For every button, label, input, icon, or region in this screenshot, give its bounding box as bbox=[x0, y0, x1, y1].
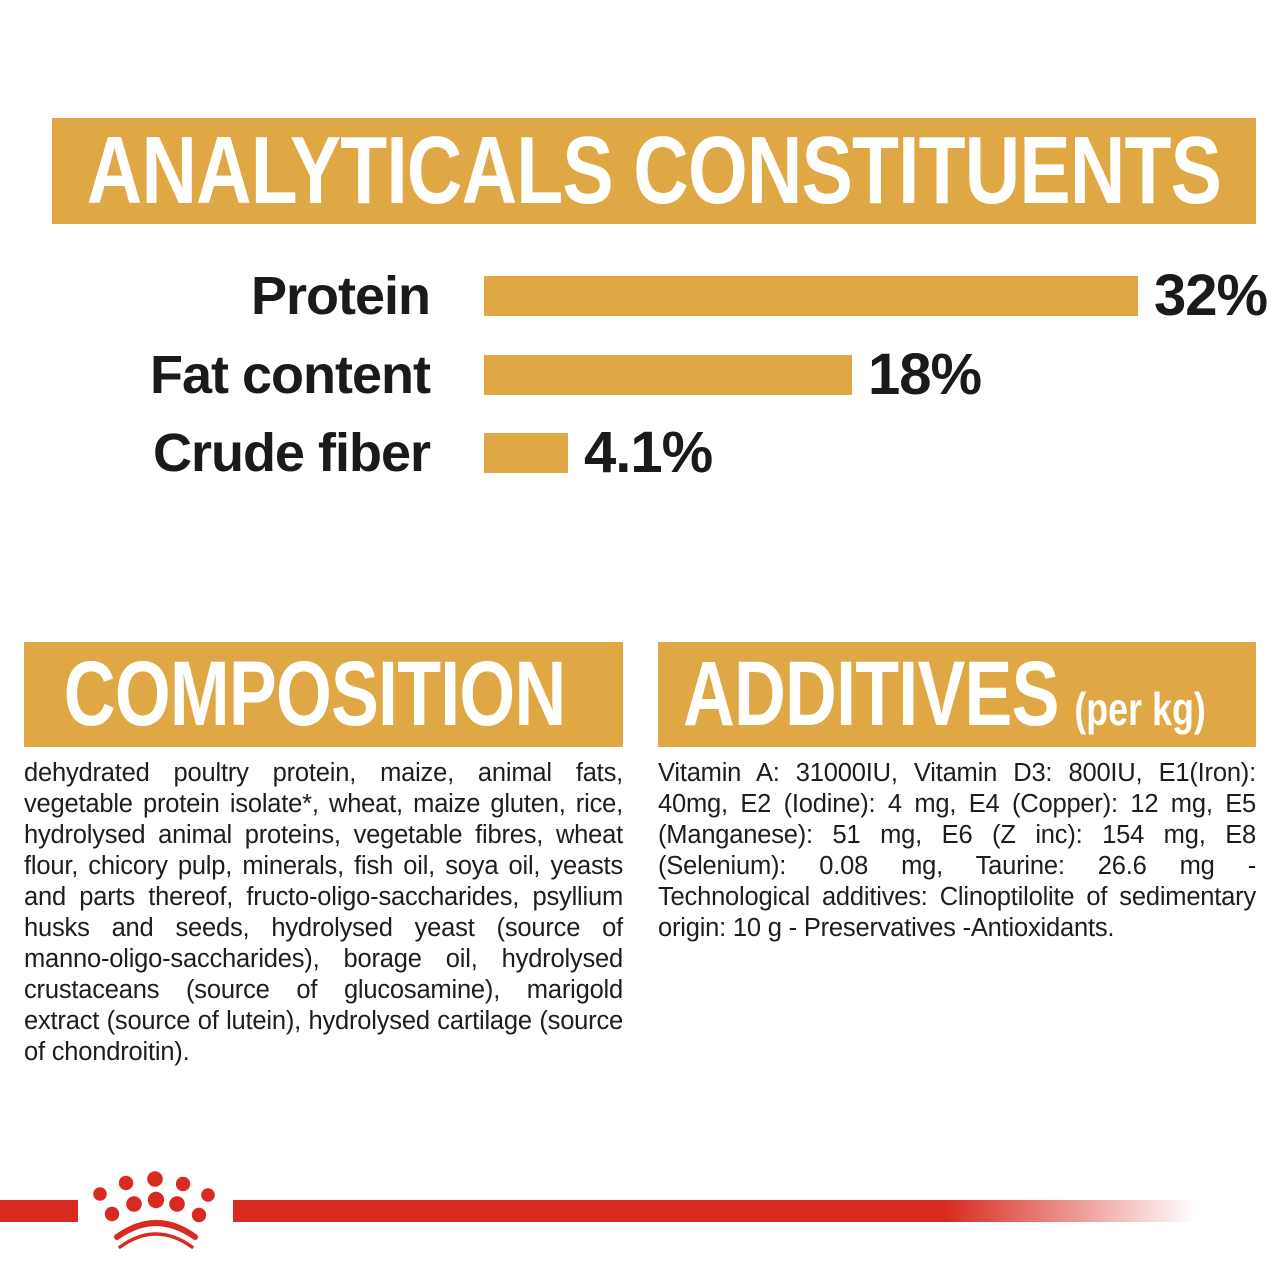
chart-label-fat-content: Fat content bbox=[150, 345, 431, 405]
composition-title: COMPOSITION bbox=[63, 643, 567, 745]
additives-banner: ADDITIVES (per kg) bbox=[658, 642, 1256, 747]
chart-bar-crude-fiber bbox=[484, 433, 568, 473]
analyticals-title: ANALYTICALS CONSTITUENTS bbox=[86, 117, 1222, 224]
chart-bar-fat-content bbox=[484, 355, 852, 395]
additives-unit-note: (per kg) bbox=[1074, 683, 1206, 735]
chart-bar-protein bbox=[484, 276, 1138, 316]
additives-body: Vitamin A: 31000IU, Vitamin D3: 800IU, E… bbox=[658, 759, 1256, 942]
chart-value-fat-content: 18% bbox=[868, 342, 982, 407]
composition-body: dehydrated poultry protein, maize, anima… bbox=[24, 759, 623, 1066]
chart-row-fat-content: Fat content 18% bbox=[0, 342, 982, 407]
chart-label-protein: Protein bbox=[250, 266, 431, 326]
analyticals-banner: ANALYTICALS CONSTITUENTS bbox=[52, 117, 1256, 224]
chart-row-crude-fiber: Crude fiber 4.1% bbox=[0, 420, 713, 485]
red-stripe-right bbox=[233, 1200, 1280, 1222]
royal-canin-crown-icon bbox=[93, 1171, 215, 1249]
red-stripe-left bbox=[0, 1200, 78, 1222]
additives-title: ADDITIVES bbox=[682, 643, 1060, 745]
chart-row-protein: Protein 32% bbox=[0, 263, 1268, 328]
composition-banner: COMPOSITION bbox=[24, 642, 623, 747]
chart-value-crude-fiber: 4.1% bbox=[584, 420, 713, 485]
chart-label-crude-fiber: Crude fiber bbox=[152, 423, 431, 483]
chart-value-protein: 32% bbox=[1154, 263, 1268, 328]
